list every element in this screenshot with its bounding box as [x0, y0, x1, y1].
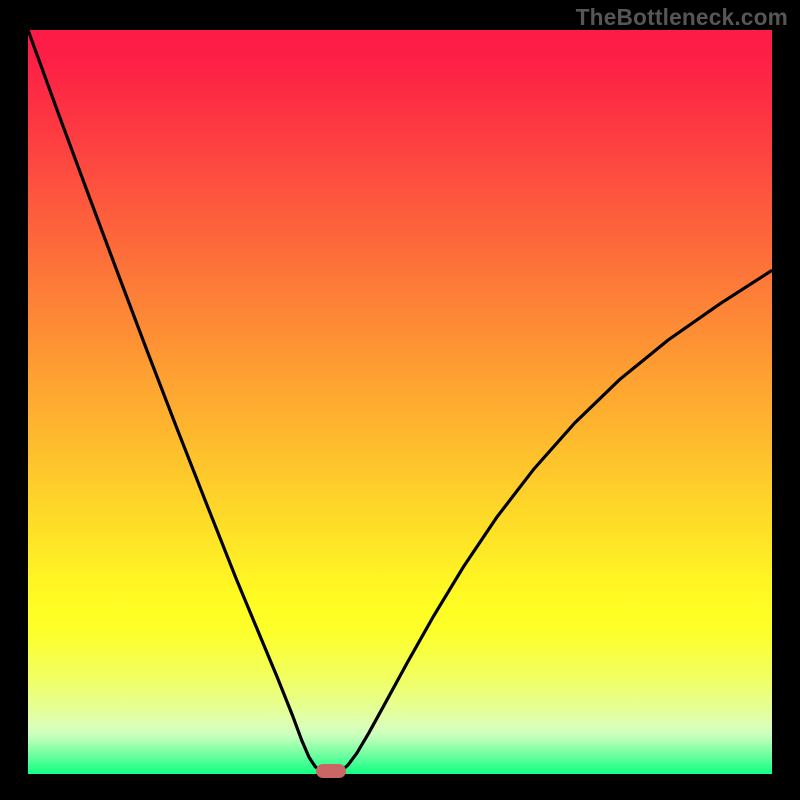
- curve-svg: [28, 30, 772, 774]
- plot-area: [28, 30, 772, 774]
- watermark-text: TheBottleneck.com: [576, 4, 788, 31]
- optimum-marker: [316, 764, 346, 778]
- chart-container: TheBottleneck.com: [0, 0, 800, 800]
- bottleneck-curve-path: [28, 30, 772, 774]
